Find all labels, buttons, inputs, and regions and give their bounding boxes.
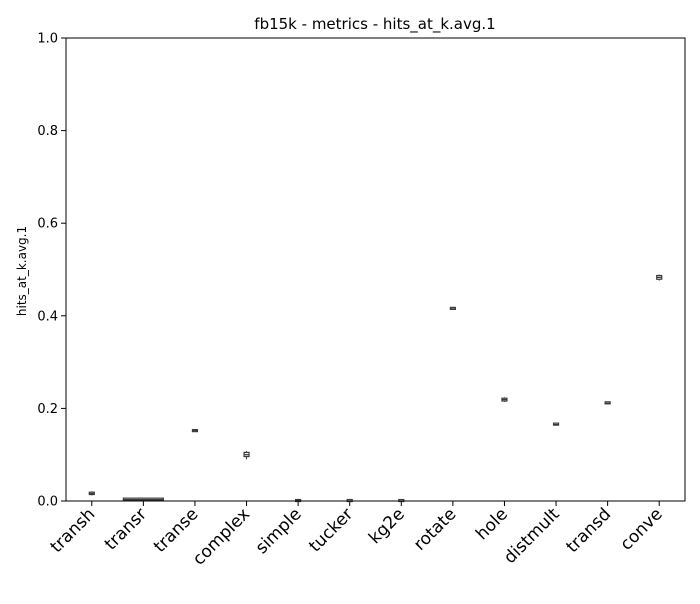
x-tick-label: transr bbox=[101, 504, 151, 554]
x-tick-label: distmult bbox=[500, 504, 564, 568]
box-conve bbox=[656, 274, 663, 281]
x-tick-label: transd bbox=[562, 504, 615, 557]
y-tick-label: 0.2 bbox=[37, 402, 58, 417]
x-tick-label: kg2e bbox=[365, 504, 409, 548]
plot-frame bbox=[65, 37, 686, 502]
box-transe bbox=[191, 429, 199, 433]
box-transh bbox=[88, 491, 95, 496]
x-tick-label: tucker bbox=[305, 504, 357, 556]
x-tick-label: conve bbox=[617, 504, 667, 554]
box-rotate bbox=[449, 306, 456, 310]
y-tick-label: 0.6 bbox=[37, 217, 58, 232]
y-tick-label: 0.8 bbox=[37, 124, 58, 139]
x-tick-label: rotate bbox=[410, 504, 460, 554]
box-series bbox=[88, 274, 663, 503]
box-transr bbox=[122, 497, 164, 501]
box-hole bbox=[501, 397, 508, 402]
y-tick-label: 1.0 bbox=[37, 32, 58, 47]
box-complex bbox=[243, 450, 250, 460]
x-tick-label: simple bbox=[252, 504, 306, 558]
x-tick-label: hole bbox=[472, 504, 512, 544]
y-axis: 0.0 0.2 0.4 0.6 0.8 1.0 bbox=[37, 32, 66, 510]
y-tick-label: 0.0 bbox=[37, 495, 58, 510]
y-axis-label: hits_at_k.avg.1 bbox=[15, 226, 29, 316]
x-tick-label: complex bbox=[189, 504, 254, 569]
x-tick-label: transh bbox=[47, 504, 100, 557]
box-transd bbox=[604, 401, 611, 405]
y-tick-label: 0.4 bbox=[37, 309, 58, 324]
box-distmult bbox=[552, 422, 560, 426]
chart-title: fb15k - metrics - hits_at_k.avg.1 bbox=[254, 15, 495, 34]
